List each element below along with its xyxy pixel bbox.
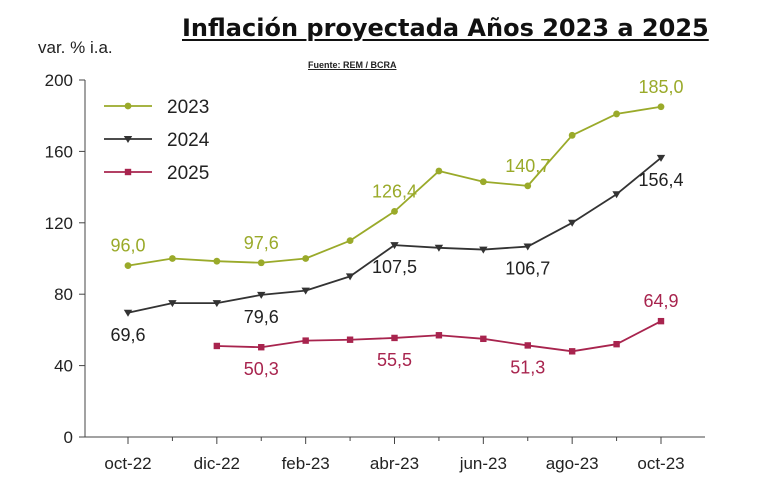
data-point-2025 xyxy=(524,342,531,349)
data-point-2024 xyxy=(567,219,577,227)
data-label-2025: 55,5 xyxy=(377,350,412,370)
data-label-2024: 79,6 xyxy=(244,307,279,327)
data-label-2024: 156,4 xyxy=(638,170,683,190)
data-point-2023 xyxy=(124,262,132,270)
x-tick-label: oct-22 xyxy=(104,454,151,473)
data-label-2023: 96,0 xyxy=(110,236,145,256)
legend-label-2024: 2024 xyxy=(167,130,210,151)
data-point-2025 xyxy=(613,340,620,348)
data-label-2024: 107,5 xyxy=(372,257,417,277)
data-label-2025: 64,9 xyxy=(643,291,678,311)
chart-markers xyxy=(123,103,666,355)
y-tick-label: 200 xyxy=(45,71,73,90)
data-label-2023: 185,0 xyxy=(638,77,683,97)
data-point-2024 xyxy=(390,242,399,250)
data-point-2023 xyxy=(657,103,665,111)
legend-marker-2025 xyxy=(124,168,132,176)
data-point-2023 xyxy=(302,255,310,262)
y-tick-label: 80 xyxy=(54,285,73,304)
x-tick-label: feb-23 xyxy=(282,454,330,473)
data-label-2024: 106,7 xyxy=(505,259,550,279)
chart-data-labels: 96,0 97,6 126,4 140,7 185,0 69,6 79,6 107,5 106,… xyxy=(110,77,683,379)
data-point-2023 xyxy=(613,110,620,118)
data-point-2023 xyxy=(568,131,576,139)
y-tick-label: 160 xyxy=(45,142,73,161)
chart-axes: 0 40 80 120 160 200 oct-22 dic-22 feb-23 abr-23 ju… xyxy=(45,71,705,473)
data-point-2025 xyxy=(391,334,398,342)
data-point-2024 xyxy=(479,246,488,254)
data-point-2023 xyxy=(524,182,532,190)
x-tick-label: jun-23 xyxy=(459,454,507,473)
data-point-2025 xyxy=(657,317,665,325)
data-label-2023: 126,4 xyxy=(372,181,417,201)
y-tick-label: 0 xyxy=(64,428,73,447)
data-point-2025 xyxy=(213,342,221,350)
data-point-2024 xyxy=(212,300,222,308)
legend-marker-2023 xyxy=(124,102,132,110)
data-point-2024 xyxy=(612,191,621,199)
data-point-2024 xyxy=(656,154,666,162)
data-point-2024 xyxy=(301,287,310,295)
data-point-2025 xyxy=(346,336,354,343)
data-point-2025 xyxy=(435,332,443,339)
data-point-2023 xyxy=(169,255,176,262)
data-point-2024 xyxy=(434,244,444,252)
x-tick-label: dic-22 xyxy=(194,454,240,473)
y-axis-label: var. % i.a. xyxy=(38,38,113,57)
data-point-2024 xyxy=(257,291,266,299)
x-tick-label: ago-23 xyxy=(546,454,599,473)
legend-marker-2024 xyxy=(123,136,133,143)
data-label-2025: 51,3 xyxy=(510,357,545,377)
data-point-2024 xyxy=(168,300,177,308)
x-tick-label: oct-23 xyxy=(637,454,684,473)
data-point-2024 xyxy=(523,243,532,251)
data-point-2024 xyxy=(123,309,133,317)
data-label-2025: 50,3 xyxy=(244,359,279,379)
data-point-2023 xyxy=(479,178,487,186)
data-label-2023: 140,7 xyxy=(505,156,550,176)
y-tick-label: 40 xyxy=(54,357,73,376)
data-point-2023 xyxy=(435,167,443,175)
data-point-2025 xyxy=(302,337,309,344)
x-tick-label: abr-23 xyxy=(370,454,419,473)
data-point-2023 xyxy=(391,207,398,215)
chart-title: Inflación proyectada Años 2023 a 2025 xyxy=(182,14,709,42)
chart-source: Fuente: REM / BCRA xyxy=(308,60,397,70)
data-point-2023 xyxy=(257,259,265,267)
legend-label-2023: 2023 xyxy=(167,97,209,118)
data-point-2023 xyxy=(213,257,221,265)
data-label-2024: 69,6 xyxy=(110,325,145,345)
data-point-2023 xyxy=(346,237,354,245)
data-point-2025 xyxy=(480,335,487,343)
data-point-2025 xyxy=(258,344,265,351)
data-point-2025 xyxy=(568,348,576,355)
data-point-2024 xyxy=(345,273,355,281)
data-label-2023: 97,6 xyxy=(244,233,279,253)
legend-label-2025: 2025 xyxy=(167,163,209,184)
y-tick-label: 120 xyxy=(45,214,73,233)
chart-legend: 2023 2024 2025 xyxy=(104,97,210,184)
